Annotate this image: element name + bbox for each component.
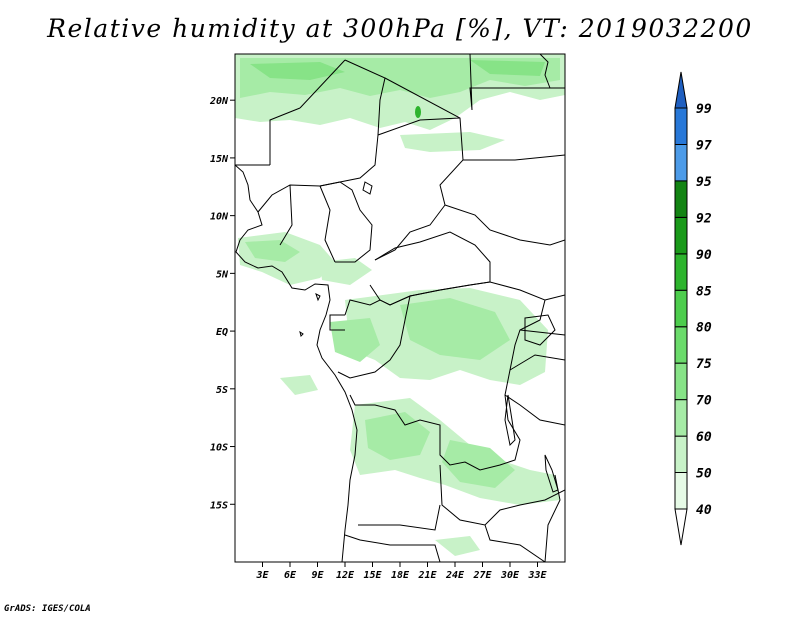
map-title: Relative humidity at 300hPa [%], VT: 201… xyxy=(47,14,753,43)
lake-victoria xyxy=(524,314,556,346)
lat-tick-label: 15N xyxy=(210,154,229,165)
coastline-west-africa xyxy=(235,164,358,562)
colorbar-swatch xyxy=(674,362,688,401)
colorbar-level-label: 75 xyxy=(696,357,712,372)
rh-patch-west-core xyxy=(245,240,300,262)
coastlines-borders xyxy=(235,54,565,562)
lat-tick-label: 10S xyxy=(210,443,228,454)
colorbar-level-label: 85 xyxy=(696,284,712,299)
lat-tick-label: 15S xyxy=(210,500,228,511)
rh-patch-angola-core xyxy=(365,412,430,460)
lon-tick-label: 12E xyxy=(336,570,355,581)
lon-tick-label: 9E xyxy=(311,570,324,581)
colorbar-swatch xyxy=(674,435,688,474)
lat-tick-label: 10N xyxy=(210,212,229,223)
colorbar-level-label: 50 xyxy=(696,467,712,482)
lat-tick-label: EQ xyxy=(216,327,228,338)
colorbar-swatch xyxy=(674,107,688,145)
rh-patch-gabon xyxy=(330,318,380,362)
rh-band-north-core2 xyxy=(470,60,545,76)
colorbar-swatch xyxy=(674,508,688,546)
colorbar-level-label: 97 xyxy=(696,138,712,153)
colorbar-level-label: 90 xyxy=(696,248,712,263)
lon-tick-label: 15E xyxy=(363,570,382,581)
colorbar-level-label: 40 xyxy=(696,503,712,518)
colorbar-swatch xyxy=(674,180,688,218)
lake-chad xyxy=(362,181,373,195)
lat-tick-label: 5S xyxy=(216,385,228,396)
colorbar-level-label: 60 xyxy=(696,430,712,445)
colorbar-swatch xyxy=(674,289,688,328)
rh-patch-gulf xyxy=(280,375,318,395)
lon-tick-label: 30E xyxy=(500,570,520,581)
border-mauritania-mali xyxy=(319,59,386,187)
lon-tick-label: 24E xyxy=(445,570,465,581)
colorbar-swatch xyxy=(674,253,688,291)
lake-malawi xyxy=(544,454,559,493)
lon-tick-label: 18E xyxy=(391,570,410,581)
rh-patch-south xyxy=(435,536,480,556)
border-east-africa xyxy=(504,294,565,426)
lon-tick-label: 33E xyxy=(527,570,547,581)
lon-tick-label: 27E xyxy=(472,570,492,581)
colorbar-swatch xyxy=(674,399,688,437)
colorbar: 40 50 60 70 75 80 85 90 92 95 97 99 xyxy=(674,71,712,546)
colorbar-swatch xyxy=(674,472,688,510)
rh-patch-congo-core xyxy=(400,298,510,360)
lon-tick-label: 3E xyxy=(255,570,269,581)
rh-patch-sahel xyxy=(400,132,505,152)
border-niger-chad xyxy=(374,117,461,261)
border-nigeria xyxy=(335,181,373,263)
border-angola-zambia xyxy=(358,464,565,531)
colorbar-level-label: 70 xyxy=(696,394,712,409)
colorbar-swatch xyxy=(674,216,688,255)
humidity-shading xyxy=(235,54,565,556)
colorbar-swatch xyxy=(674,143,688,182)
lat-tick-label: 20N xyxy=(209,96,229,107)
coastline-east xyxy=(539,54,551,89)
lon-tick-label: 21E xyxy=(417,570,437,581)
colorbar-level-label: 80 xyxy=(696,321,712,336)
border-libya-egypt xyxy=(469,54,565,111)
lake-tanganyika xyxy=(504,394,516,447)
rh-patch-cameroon xyxy=(320,258,372,285)
lon-tick-label: 6E xyxy=(284,570,297,581)
colorbar-level-label: 99 xyxy=(696,102,712,117)
lat-tick-label: 5N xyxy=(216,269,229,280)
islands xyxy=(299,293,321,337)
border-drc xyxy=(349,281,546,471)
border-sudan xyxy=(444,154,565,246)
rh-patch-zambia xyxy=(442,440,515,488)
colorbar-level-label: 92 xyxy=(696,211,712,226)
credit-label: GrADS: IGES/COLA xyxy=(4,604,91,614)
border-west-states xyxy=(235,107,341,263)
border-congo xyxy=(329,295,411,379)
colorbar-level-label: 95 xyxy=(696,175,712,190)
map-axes: 20N 15N 10N 5N EQ 5S 10S 15S 3E 6E 9E 12E 15E 18E 21E 2… xyxy=(209,96,548,581)
rh-band-north-core xyxy=(250,62,345,80)
colorbar-swatch xyxy=(674,71,688,109)
colorbar-swatch xyxy=(674,326,688,364)
rh-spot-dark xyxy=(415,106,421,118)
